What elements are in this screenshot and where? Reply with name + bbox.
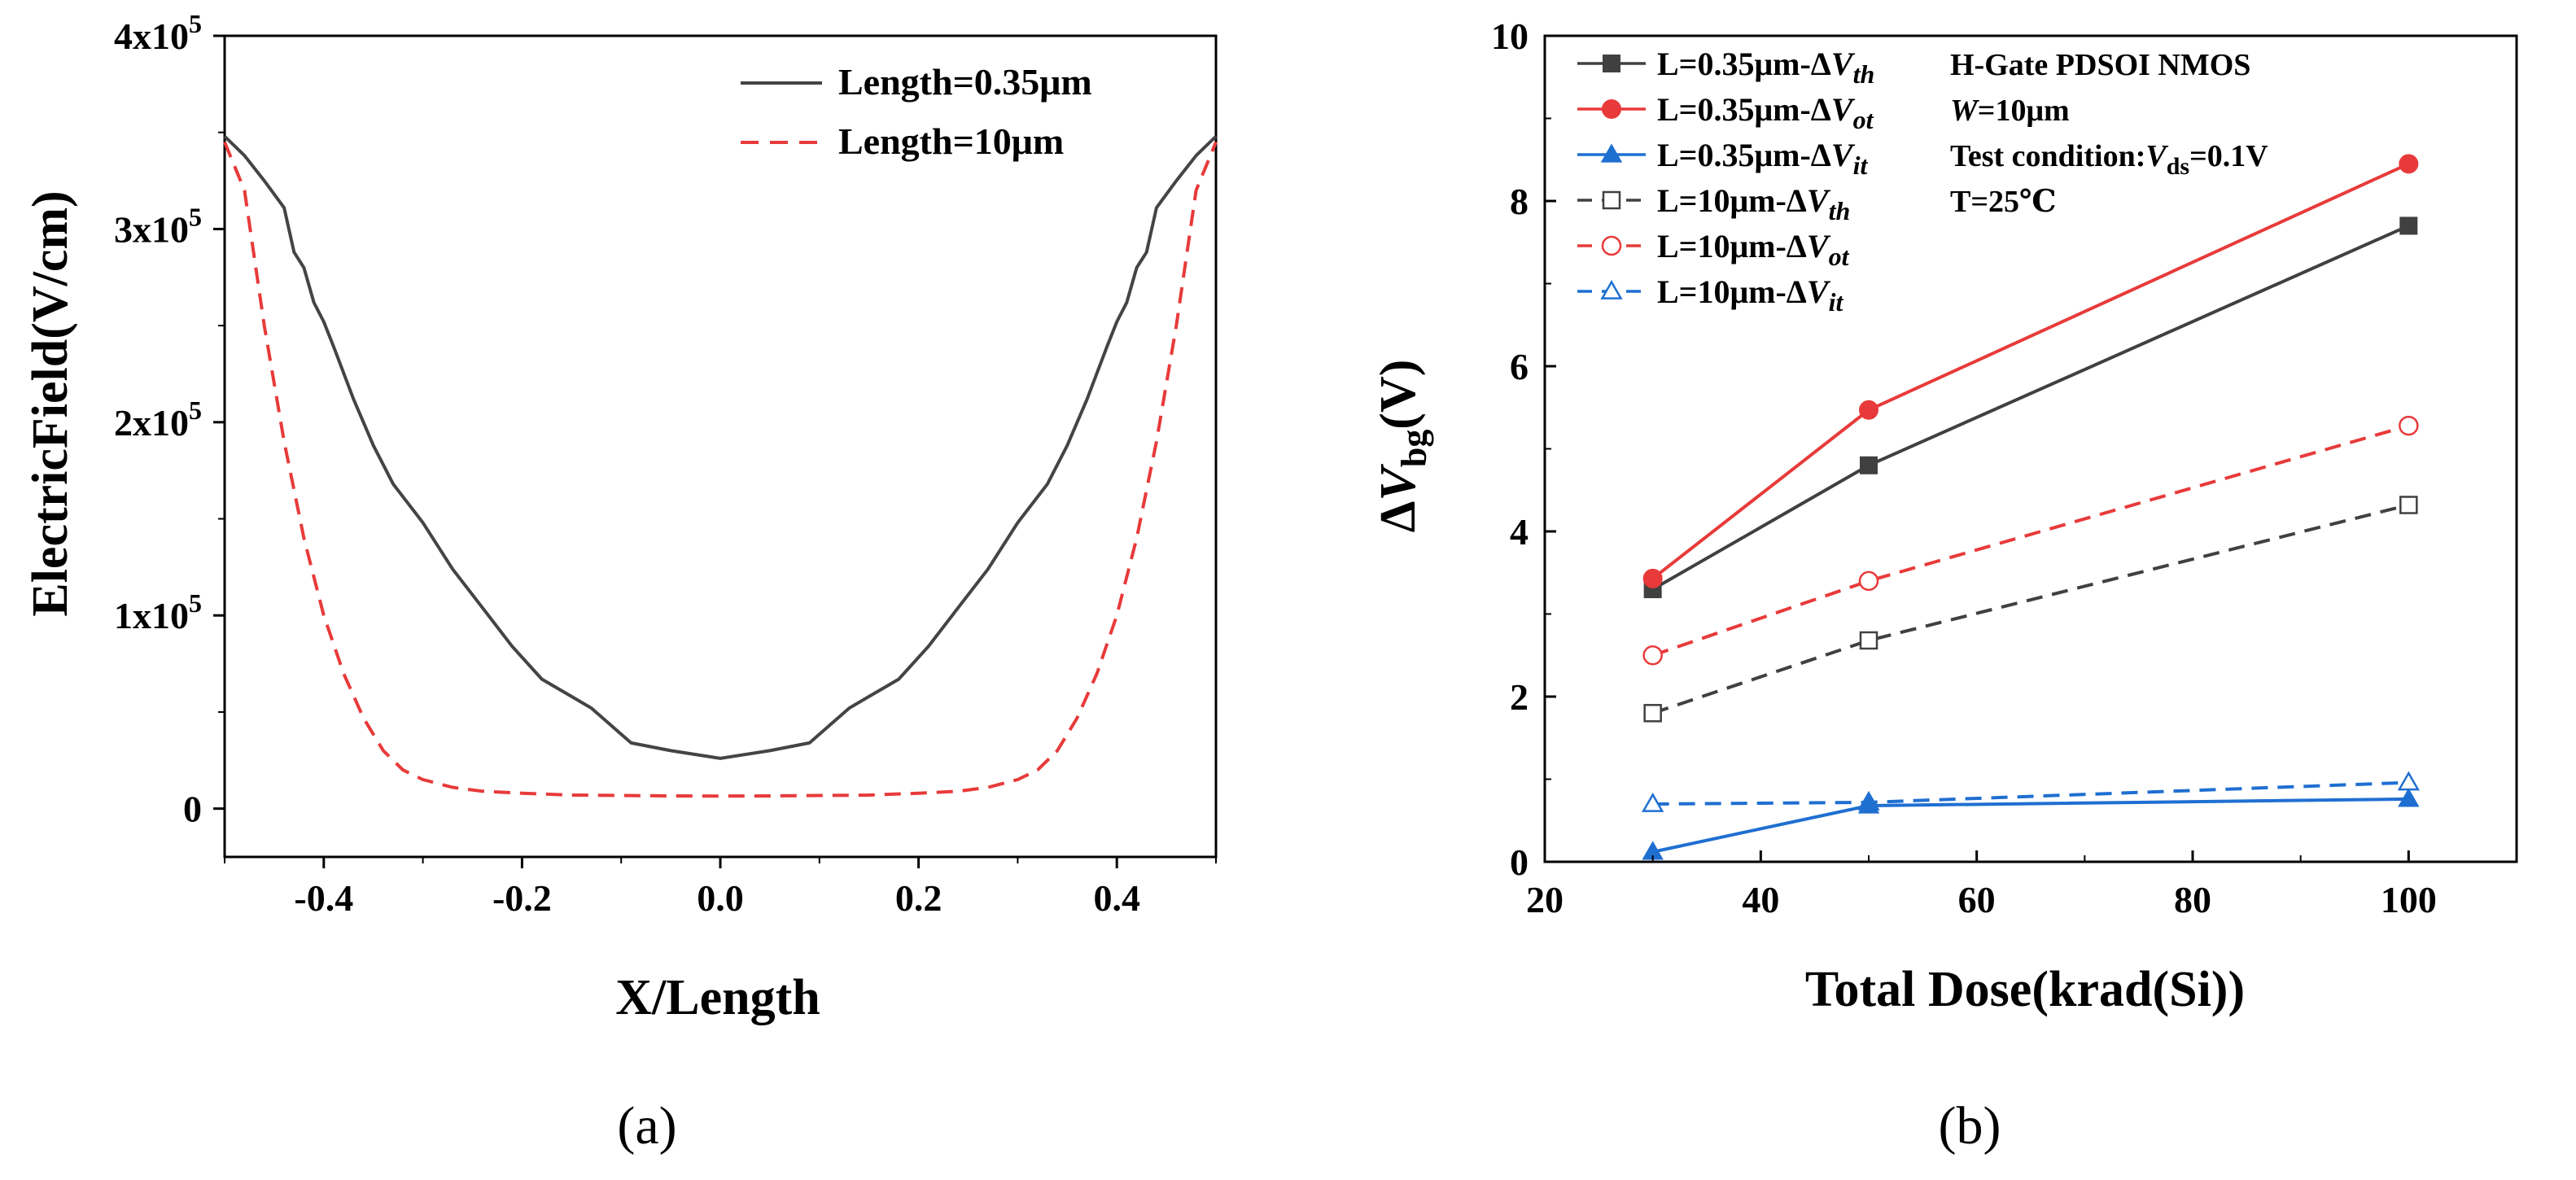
panel-b-y-tick-label: 2 xyxy=(1510,676,1529,718)
panel-a-y-tick-label: 0 xyxy=(183,789,202,830)
panel-a-x-tick-label: 0.4 xyxy=(1093,877,1140,919)
legend-b-label-5: L=10μm-ΔVit xyxy=(1657,273,1843,317)
annotation-test-condition: Test condition:Vds=0.1V xyxy=(1950,139,2268,180)
annotation-temperature: T=25℃ xyxy=(1950,185,2057,219)
panel-b-y-sub: bg xyxy=(1394,430,1434,467)
panel-b-point-3-0 xyxy=(1643,704,1662,723)
legend-b-label-0: L=0.35μm-ΔVth xyxy=(1657,46,1874,89)
annotation-width: W=10μm xyxy=(1950,94,2070,128)
panel-b-point-1-2 xyxy=(2399,154,2419,174)
panel-b-point-4-1 xyxy=(1858,570,1879,592)
legend-b-label-1: L=0.35μm-ΔVot xyxy=(1657,91,1874,134)
annotation-device: H-Gate PDSOI NMOS xyxy=(1950,48,2250,82)
legend-b-label-2: L=0.35μm-ΔVit xyxy=(1657,137,1868,180)
legend-b-marker-1 xyxy=(1602,99,1621,119)
panel-a-chart: Length=0.35μm Length=10μm X/Length Elect… xyxy=(23,9,1218,1156)
panel-a-x-tick-label: 0.2 xyxy=(895,877,942,919)
panel-b-x-tick-label: 60 xyxy=(1958,879,1996,920)
panel-a-label: (a) xyxy=(617,1096,676,1156)
panel-b-y-var: V xyxy=(1371,464,1426,501)
panel-b-series-line-1 xyxy=(1651,162,2410,580)
panel-a-series-line-0 xyxy=(223,135,1218,760)
panel-b-x-tick-label: 40 xyxy=(1742,879,1779,920)
panel-b-point-0-2 xyxy=(2399,216,2418,235)
panel-b-point-3-1 xyxy=(1859,631,1878,650)
panel-b-y-tick-label: 0 xyxy=(1510,841,1529,883)
panel-a-y-tick-label: 3x105 xyxy=(114,202,202,250)
panel-b-y-tick-label: 6 xyxy=(1510,346,1529,387)
panel-b-y-axis-title: ΔVbg(V) xyxy=(1371,360,1434,533)
annotation-width-var: W xyxy=(1950,94,1980,128)
panel-b-point-1-0 xyxy=(1642,568,1663,588)
legend-a-label-1: Length=10μm xyxy=(838,120,1064,162)
panel-b-y-unit: (V) xyxy=(1371,360,1426,430)
panel-a-x-tick-label: -0.2 xyxy=(492,877,552,919)
panel-a-legend: Length=0.35μm Length=10μm xyxy=(741,61,1092,162)
panel-b-y-tick-label: 8 xyxy=(1510,181,1529,222)
legend-b-marker-4 xyxy=(1601,235,1622,256)
panel-b-y-delta: Δ xyxy=(1371,501,1426,533)
panel-b-point-4-2 xyxy=(2399,415,2419,436)
panel-b-point-5-0 xyxy=(1642,792,1664,812)
legend-b-marker-2 xyxy=(1600,143,1623,163)
panel-a-series-line-1 xyxy=(223,141,1218,798)
panel-b-x-axis-title: Total Dose(krad(Si)) xyxy=(1805,962,2245,1017)
legend-b-marker-0 xyxy=(1603,55,1620,72)
panel-b-point-5-2 xyxy=(2397,771,2420,791)
panel-b-annotations: H-Gate PDSOI NMOS W=10μm Test condition:… xyxy=(1950,48,2268,219)
panel-b-legend: L=0.35μm-ΔVthL=0.35μm-ΔVotL=0.35μm-ΔVitL… xyxy=(1577,46,1874,317)
panel-b-x-tick-label: 80 xyxy=(2174,879,2211,920)
legend-a-label-0: Length=0.35μm xyxy=(838,61,1092,103)
annotation-test-rest: =0.1V xyxy=(2189,139,2268,173)
panel-a-y-tick-label: 4x105 xyxy=(114,9,202,57)
annotation-width-rest: =10μm xyxy=(1978,94,2070,128)
legend-b-label-4: L=10μm-ΔVot xyxy=(1657,228,1850,271)
panel-b-point-3-2 xyxy=(2399,496,2418,514)
panel-a-x-axis-title: X/Length xyxy=(615,970,820,1025)
legend-b-marker-5 xyxy=(1600,279,1623,299)
panel-b-chart: H-Gate PDSOI NMOS W=10μm Test condition:… xyxy=(1371,15,2518,1156)
panel-b-y-tick-label: 10 xyxy=(1491,15,1529,57)
panel-b-series-line-3 xyxy=(1652,503,2409,715)
panel-a-x-tick-label: 0.0 xyxy=(697,877,744,919)
legend-b-marker-3 xyxy=(1602,190,1621,210)
annotation-test-var: V xyxy=(2145,139,2168,173)
panel-a-y-axis-title: ElectricField(V/cm) xyxy=(23,190,78,616)
legend-b-label-3: L=10μm-ΔVth xyxy=(1657,182,1850,225)
panel-b-point-2-1 xyxy=(1857,794,1880,814)
panel-a-y-tick-label: 1x105 xyxy=(114,588,202,636)
panel-b-point-1-1 xyxy=(1859,400,1878,420)
panel-a-x-tick-label: -0.4 xyxy=(294,877,353,919)
panel-b-point-4-0 xyxy=(1642,645,1663,666)
panel-b-label: (b) xyxy=(1939,1096,2001,1156)
panel-b-series-line-4 xyxy=(1652,424,2409,658)
panel-b-series-line-2 xyxy=(1652,797,2409,854)
panel-a-y-tick-label: 2x105 xyxy=(114,396,202,444)
panel-b-point-0-1 xyxy=(1860,456,1878,474)
annotation-test-sub: ds xyxy=(2167,153,2189,180)
panel-b-x-tick-label: 100 xyxy=(2381,879,2437,920)
annotation-test-prefix: Test condition: xyxy=(1950,139,2145,173)
panel-b-x-tick-label: 20 xyxy=(1526,879,1564,920)
panel-b-point-2-2 xyxy=(2398,788,2420,807)
panel-b-y-tick-label: 4 xyxy=(1510,511,1529,553)
